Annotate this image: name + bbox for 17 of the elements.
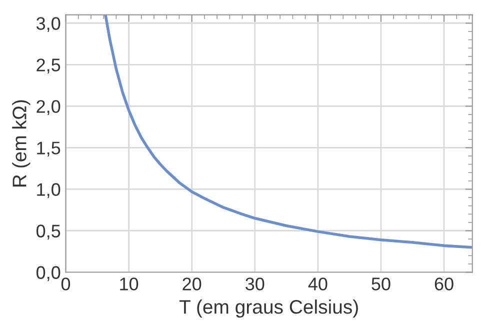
- y-tick-label: 3,0: [36, 17, 60, 32]
- x-tick-label: 40: [308, 278, 328, 290]
- x-tick-label: 0: [61, 278, 70, 290]
- x-tick-label: 30: [246, 278, 264, 290]
- x-tick-label: 50: [372, 278, 390, 290]
- line-series: [104, 14, 472, 249]
- x-tick-label: 10: [120, 278, 138, 290]
- y-tick-label: 1,0: [37, 183, 60, 198]
- y-tick-label: 2,0: [36, 100, 60, 116]
- y-tick-label: 2,5: [36, 58, 60, 74]
- x-tick-label: 20: [182, 278, 202, 290]
- y-tick-label: 1,5: [37, 142, 60, 157]
- y-axis-title: R (em kΩ): [12, 100, 30, 186]
- y-tick-label: 0,0: [36, 266, 60, 282]
- y-tick-label: 0,5: [36, 224, 60, 240]
- x-axis-title: T (em graus Celsius): [179, 300, 358, 318]
- x-tick-label: 60: [434, 278, 454, 290]
